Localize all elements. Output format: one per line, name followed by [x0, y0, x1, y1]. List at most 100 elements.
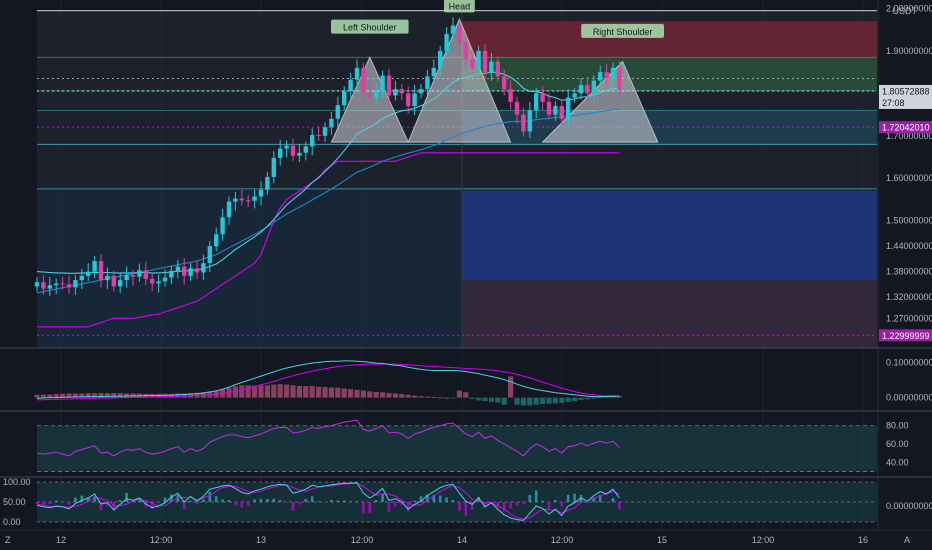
stoch-histogram-bar[interactable] [528, 494, 532, 502]
stoch-histogram-bar[interactable] [170, 494, 173, 502]
candle-body[interactable] [290, 145, 296, 156]
macd-histogram-bar[interactable] [60, 393, 66, 398]
candle-body[interactable] [214, 234, 219, 247]
candle-body[interactable] [386, 75, 392, 96]
candle-body[interactable] [502, 76, 507, 90]
stoch-histogram-bar[interactable] [426, 494, 429, 502]
macd-histogram-bar[interactable] [328, 387, 334, 398]
candle-body[interactable] [130, 275, 136, 277]
macd-histogram-bar[interactable] [360, 390, 366, 398]
candle-body[interactable] [380, 75, 385, 92]
macd-histogram-bar[interactable] [322, 387, 328, 398]
macd-histogram-bar[interactable] [610, 395, 616, 398]
stoch-histogram-bar[interactable] [138, 500, 141, 502]
macd-histogram-bar[interactable] [284, 384, 290, 398]
candle-body[interactable] [156, 281, 161, 284]
candle-body[interactable] [150, 278, 155, 284]
stoch-histogram-bar[interactable] [547, 502, 551, 510]
pattern-label[interactable]: Head [449, 1, 471, 11]
candle-body[interactable] [399, 89, 404, 94]
candle-body[interactable] [553, 106, 558, 115]
stoch-histogram-bar[interactable] [515, 502, 519, 506]
stoch-histogram-bar[interactable] [458, 502, 461, 511]
macd-histogram-bar[interactable] [386, 393, 392, 398]
stoch-histogram-bar[interactable] [176, 494, 180, 502]
macd-histogram-bar[interactable] [316, 386, 322, 398]
macd-histogram-bar[interactable] [245, 385, 251, 398]
candle-body[interactable] [374, 91, 379, 98]
stoch-histogram-bar[interactable] [406, 502, 410, 512]
macd-histogram-bar[interactable] [482, 397, 488, 402]
stoch-histogram-bar[interactable] [611, 498, 615, 502]
macd-histogram-bar[interactable] [546, 397, 552, 404]
macd-histogram-bar[interactable] [239, 385, 245, 398]
candle-body[interactable] [194, 268, 200, 273]
candle-body[interactable] [489, 61, 494, 73]
stoch-histogram-bar[interactable] [534, 490, 538, 502]
stoch-histogram-bar[interactable] [541, 500, 544, 502]
macd-histogram-bar[interactable] [584, 397, 590, 400]
stoch-histogram-bar[interactable] [278, 500, 282, 502]
macd-histogram-bar[interactable] [431, 396, 437, 398]
candle-body[interactable] [476, 50, 481, 68]
macd-histogram-bar[interactable] [354, 389, 360, 398]
macd-histogram-bar[interactable] [424, 396, 430, 398]
stoch-histogram-bar[interactable] [598, 494, 602, 502]
candle-body[interactable] [98, 261, 104, 281]
macd-histogram-bar[interactable] [175, 393, 181, 398]
candle-body[interactable] [284, 145, 289, 149]
macd-histogram-bar[interactable] [188, 393, 194, 398]
stoch-histogram-bar[interactable] [592, 497, 596, 502]
macd-histogram-bar[interactable] [616, 396, 622, 398]
macd-histogram-bar[interactable] [540, 397, 546, 404]
candle-body[interactable] [559, 106, 564, 119]
stoch-histogram-bar[interactable] [400, 502, 404, 505]
candle-body[interactable] [66, 284, 72, 288]
stoch-histogram-bar[interactable] [189, 500, 192, 502]
stoch-histogram-bar[interactable] [272, 498, 276, 502]
candle-body[interactable] [578, 84, 584, 94]
candle-body[interactable] [508, 89, 513, 102]
candle-body[interactable] [118, 280, 123, 287]
macd-histogram-bar[interactable] [252, 385, 258, 398]
candle-body[interactable] [226, 201, 232, 218]
stoch-histogram-bar[interactable] [330, 500, 333, 502]
stoch-histogram-bar[interactable] [432, 494, 436, 502]
candle-body[interactable] [60, 283, 65, 285]
candle-body[interactable] [431, 67, 436, 77]
macd-histogram-bar[interactable] [104, 393, 110, 398]
stoch-histogram-bar[interactable] [163, 497, 167, 502]
macd-histogram-bar[interactable] [85, 393, 91, 398]
candle-body[interactable] [182, 266, 187, 276]
candle-body[interactable] [220, 217, 225, 235]
stoch-histogram-bar[interactable] [291, 502, 295, 511]
candle-body[interactable] [322, 127, 328, 136]
candle-body[interactable] [361, 67, 366, 94]
stoch-histogram-bar[interactable] [522, 502, 525, 504]
candle-body[interactable] [258, 189, 264, 197]
macd-histogram-bar[interactable] [335, 387, 341, 398]
macd-histogram-bar[interactable] [578, 397, 584, 401]
stoch-histogram-bar[interactable] [368, 502, 372, 513]
candle-body[interactable] [514, 101, 520, 115]
stoch-histogram-bar[interactable] [618, 502, 621, 510]
stoch-histogram-bar[interactable] [413, 500, 416, 502]
stoch-histogram-bar[interactable] [451, 500, 455, 502]
candle-body[interactable] [342, 91, 347, 106]
candle-body[interactable] [54, 283, 59, 286]
macd-histogram-bar[interactable] [111, 393, 117, 398]
candle-body[interactable] [303, 146, 308, 153]
macd-histogram-bar[interactable] [290, 385, 296, 398]
candle-body[interactable] [169, 270, 174, 278]
stoch-histogram-bar[interactable] [253, 499, 256, 502]
candle-body[interactable] [534, 93, 539, 111]
candle-body[interactable] [34, 282, 40, 287]
candle-body[interactable] [310, 134, 315, 147]
macd-histogram-bar[interactable] [565, 397, 571, 402]
macd-histogram-bar[interactable] [367, 391, 373, 398]
stoch-histogram-bar[interactable] [125, 493, 128, 502]
macd-histogram-bar[interactable] [533, 397, 539, 405]
candle-body[interactable] [316, 134, 321, 136]
macd-histogram-bar[interactable] [469, 397, 475, 400]
